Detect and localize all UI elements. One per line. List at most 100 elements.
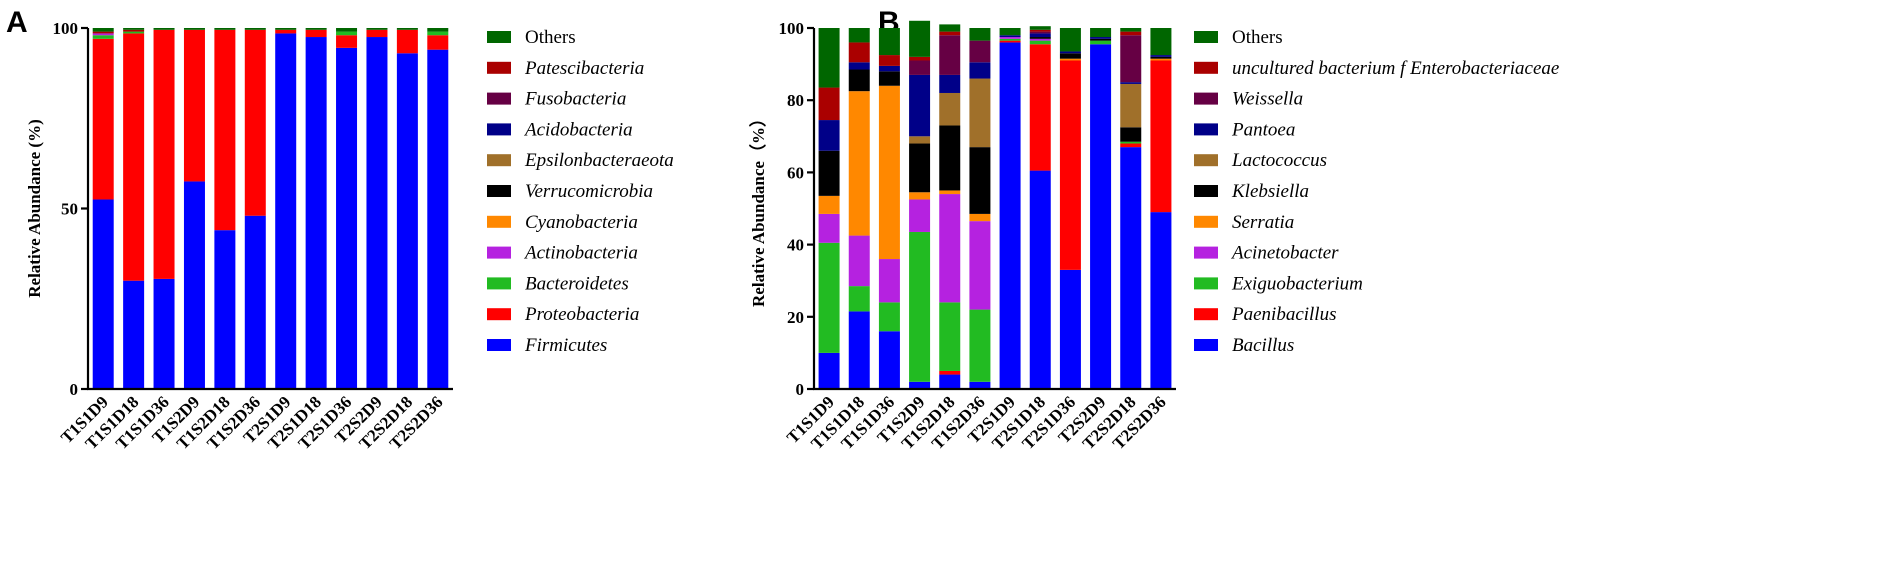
panel-a-bar-T1S1D9-proteobacteria [92, 38, 114, 200]
panel-b-bar-T1S2D18-acinetobacter [939, 194, 961, 303]
panel-a-bar-T1S1D18-bacteroidetes [123, 31, 145, 34]
panel-a-bar-T1S1D9-firmicutes [92, 199, 114, 389]
panel-a-legend-swatch [487, 185, 511, 197]
panel-a-legend-swatch [487, 61, 511, 74]
panel-b-bar-T1S2D36-acinetobacter [969, 221, 991, 310]
panel-b-y-tick-label: 80 [787, 91, 804, 110]
panel-b-legend-swatch [1194, 277, 1218, 290]
panel-a-legend-swatch [487, 308, 511, 321]
panel-a-bar-T2S2D36-bacteroidetes [427, 31, 449, 36]
panel-b-bar-T1S1D18-klebsiella [848, 69, 870, 92]
panel-a-bar-T1S2D9-others [183, 28, 205, 30]
panel-b-legend-swatch [1194, 185, 1218, 197]
panel-b-legend-swatch [1194, 154, 1218, 167]
panel-b-bar-T2S2D9-klebsiella [1090, 38, 1112, 41]
panel-b-bar-T2S2D18-paenibacillus [1120, 143, 1142, 148]
panel-b-bar-T1S2D18-weissella [939, 35, 961, 75]
panel-b-bar-T2S2D18-bacillus [1120, 147, 1142, 389]
panel-a-legend-label: Bacteroidetes [525, 273, 629, 294]
panel-b-bar-T1S1D18-pantoea [848, 62, 870, 70]
panel-a-bar-T1S2D36-firmicutes [244, 215, 266, 389]
panel-a-bar-T1S1D36-proteobacteria [153, 29, 175, 279]
panel-a-legend-label: Acidobacteria [523, 119, 633, 140]
panel-b-legend-swatch [1194, 215, 1218, 228]
panel-b-bar-T2S2D9-others [1090, 28, 1112, 38]
panel-b-bar-T2S1D36-bacillus [1059, 269, 1081, 389]
panel-b-bar-T2S2D18-klebsiella [1120, 127, 1142, 142]
panel-b-bar-T1S1D18-bacillus [848, 311, 870, 389]
panel-a-bar-T2S1D18-others [305, 28, 327, 30]
panel-a-y-tick-label: 0 [70, 380, 79, 399]
panel-b-bar-T1S2D18-bacillus [939, 374, 961, 389]
panel-b-bar-T2S2D36-paenibacillus [1150, 60, 1172, 213]
panel-b-bar-T1S2D18-others [939, 24, 961, 32]
panel-b-y-tick-label: 20 [787, 308, 804, 327]
panel-b-bar-T2S2D18-exiguobacterium [1120, 141, 1142, 144]
panel-b-bar-T2S2D36-serratia [1150, 58, 1172, 61]
panel-b-bar-T1S1D18-exiguobacterium [848, 286, 870, 312]
panel-b-legend-label: Paenibacillus [1231, 304, 1336, 325]
panel-b-legend-label: Others [1232, 27, 1283, 48]
panel-b-bar-T2S1D18-klebsiella [1029, 37, 1051, 39]
panel-a-bar-T1S2D9-firmicutes [183, 181, 205, 389]
panel-b-bar-T2S1D18-pantoea [1029, 33, 1051, 38]
panel-a-letter: A [6, 6, 28, 39]
panel-b-bar-T2S1D18-bacillus [1029, 170, 1051, 389]
panel-a-bar-T1S2D18-firmicutes [214, 230, 236, 389]
panel-b-bar-T1S1D9-bacillus [818, 352, 840, 389]
panel-b-legend-swatch [1194, 339, 1218, 351]
panel-b-bar-T1S2D36-pantoea [969, 62, 991, 79]
panel-b-bar-T2S1D9-others [999, 28, 1021, 36]
panel-a-legend-swatch [487, 92, 511, 105]
panel-a-legend-swatch [487, 154, 511, 167]
panel-b-legend-swatch [1194, 92, 1218, 105]
panel-a-legend-label: Others [525, 27, 576, 48]
panel-b-bar-T2S2D9-pantoea [1090, 37, 1112, 39]
panel-b-y-tick-label: 40 [787, 236, 804, 255]
panel-a-legend-label: Epsilonbacteraeota [524, 150, 674, 171]
panel-a-bar-T1S1D36-firmicutes [153, 278, 175, 389]
panel-a-legend-swatch [487, 123, 511, 136]
panel-b-bar-T2S1D18-others [1029, 26, 1051, 30]
panel-b-bar-T2S2D36-bacillus [1150, 212, 1172, 389]
panel-a-bar-T1S1D9-bacteroidetes [92, 35, 114, 39]
panel-a-y-tick-label: 100 [53, 19, 79, 38]
panel-b-legend-swatch [1194, 61, 1218, 74]
panel-b-bar-T1S1D36-pantoea [878, 65, 900, 72]
panel-b-bar-T1S2D9-klebsiella [909, 143, 931, 193]
panel-b-legend-label: Klebsiella [1231, 181, 1309, 202]
panel-b-bar-T1S1D18-others [848, 28, 870, 43]
panel-b-bar-T2S1D9-acinetobacter [999, 37, 1021, 39]
panel-b-bar-T1S1D9-klebsiella [818, 150, 840, 196]
panel-b-bar-T2S2D9-bacillus [1090, 44, 1112, 389]
panel-a-legend-swatch [487, 215, 511, 228]
panel-b-bar-T1S1D9-exiguobacterium [818, 242, 840, 353]
panel-a-bar-T2S1D36-others [336, 28, 358, 32]
panel-b-bar-T2S2D18-lactococcus [1120, 83, 1142, 128]
panel-b-legend-swatch [1194, 246, 1218, 259]
panel-b-bar-T1S2D18-klebsiella [939, 125, 961, 191]
panel-b-bar-T1S2D18-exiguobacterium [939, 302, 961, 371]
panel-b-y-tick-label: 0 [796, 380, 805, 399]
panel-b-bar-T2S1D36-pantoea [1059, 51, 1081, 54]
panel-a-bar-T2S1D18-firmicutes [305, 37, 327, 389]
panel-a-bar-T1S1D18-others [123, 28, 145, 30]
panel-a-bar-T1S2D36-others [244, 28, 266, 30]
panel-b-bar-T2S2D36-others [1150, 28, 1172, 56]
panel-b-y-axis-title: Relative Abundance（%） [748, 110, 768, 307]
panel-a-bar-T2S1D9-firmicutes [275, 33, 297, 390]
panel-b-bar-T1S2D18-paenibacillus [939, 370, 961, 375]
panel-b-bar-T2S2D18-pantoea [1120, 82, 1142, 84]
panel-a-bar-T2S1D9-proteobacteria [275, 29, 297, 34]
panel-b-bar-T2S2D18-others [1120, 28, 1142, 32]
panel-b-bar-T2S1D36-paenibacillus [1059, 60, 1081, 270]
panel-b-bar-T1S1D36-bacillus [878, 331, 900, 389]
panel-a-bar-T1S1D18-firmicutes [123, 280, 145, 389]
panel-b-bar-T1S1D9-pantoea [818, 120, 840, 151]
panel-a-bar-T2S2D9-proteobacteria [366, 29, 388, 38]
panel-b-bar-T1S2D36-bacillus [969, 381, 991, 389]
panel-b-bar-T1S1D9-serratia [818, 195, 840, 214]
panel-b-bar-T1S2D9-pantoea [909, 74, 931, 137]
panel-b-legend-swatch [1194, 123, 1218, 136]
panel-b-bar-T1S1D18-uncultured-bacterium-f-enterobacteriaceae [848, 42, 870, 63]
